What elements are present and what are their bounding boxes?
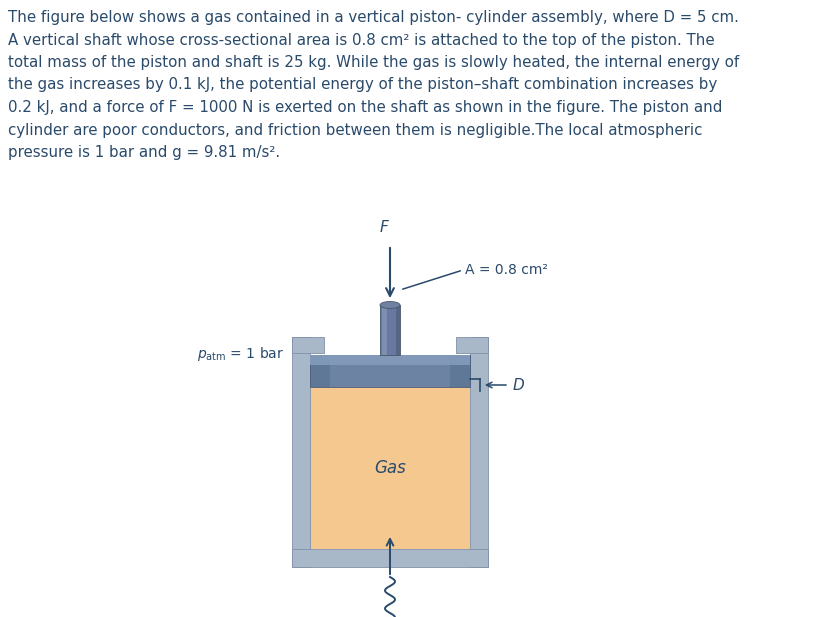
Bar — [310, 387, 470, 549]
Text: $p_\mathrm{atm}$ = 1 bar: $p_\mathrm{atm}$ = 1 bar — [197, 345, 284, 363]
Bar — [330, 355, 450, 387]
Bar — [292, 549, 488, 567]
Text: A = 0.8 cm²: A = 0.8 cm² — [465, 263, 548, 277]
Bar — [382, 305, 387, 355]
Text: D: D — [513, 378, 525, 392]
Text: The figure below shows a gas contained in a vertical piston- cylinder assembly, : The figure below shows a gas contained i… — [8, 10, 739, 25]
Ellipse shape — [380, 302, 400, 308]
Text: the gas increases by 0.1 kJ, the potential energy of the piston–shaft combinatio: the gas increases by 0.1 kJ, the potenti… — [8, 78, 717, 93]
Text: F: F — [380, 220, 388, 235]
Bar — [292, 337, 324, 353]
Text: A vertical shaft whose cross-sectional area is 0.8 cm² is attached to the top of: A vertical shaft whose cross-sectional a… — [8, 33, 715, 48]
Bar — [396, 305, 400, 355]
Bar — [310, 355, 470, 365]
Text: total mass of the piston and shaft is 25 kg. While the gas is slowly heated, the: total mass of the piston and shaft is 25… — [8, 55, 739, 70]
Text: cylinder are poor conductors, and friction between them is negligible.The local : cylinder are poor conductors, and fricti… — [8, 123, 702, 138]
Text: pressure is 1 bar and g = 9.81 m/s².: pressure is 1 bar and g = 9.81 m/s². — [8, 145, 280, 160]
Bar — [380, 305, 400, 355]
Bar — [292, 337, 310, 567]
Text: Gas: Gas — [374, 459, 406, 477]
Text: 0.2 kJ, and a force of F = 1000 N is exerted on the shaft as shown in the figure: 0.2 kJ, and a force of F = 1000 N is exe… — [8, 100, 722, 115]
Bar — [456, 337, 488, 353]
Bar — [470, 337, 488, 567]
Bar — [310, 355, 470, 387]
